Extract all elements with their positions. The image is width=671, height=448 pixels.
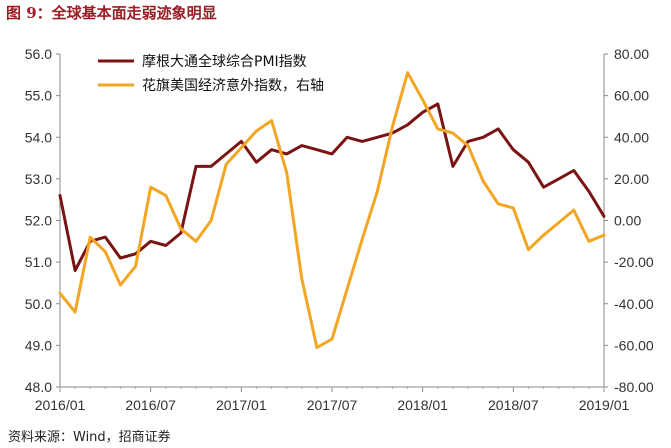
x-tick-label: 2018/07 xyxy=(488,397,539,413)
left-tick-label: 50.0 xyxy=(25,296,52,312)
series-line-2 xyxy=(58,71,606,349)
left-tick-label: 51.0 xyxy=(25,254,52,270)
legend-label-1: 摩根大通全球综合PMI指数 xyxy=(142,53,307,70)
right-tick-label: 20.00 xyxy=(614,171,649,187)
left-tick-label: 55.0 xyxy=(25,88,52,104)
axes: 48.0 49.0 50.0 51.0 52.0 53.0 54.0 55.0 56.0 -80.… xyxy=(25,46,654,413)
chart-title: 图 9：全球基本面走弱迹象明显 xyxy=(6,4,217,22)
x-tick-label: 2019/01 xyxy=(579,397,630,413)
right-tick-label: -20.00 xyxy=(614,254,654,270)
right-tick-label: -80.00 xyxy=(614,379,654,395)
left-tick-label: 52.0 xyxy=(25,213,52,229)
series-line-1 xyxy=(58,102,606,272)
x-tick-label: 2018/01 xyxy=(397,397,448,413)
x-tick-label: 2017/01 xyxy=(216,397,267,413)
source-note: 资料来源：Wind，招商证券 xyxy=(8,430,171,445)
right-tick-label: 40.00 xyxy=(614,129,649,145)
series-lines xyxy=(58,71,606,349)
right-tick-label: 0.00 xyxy=(614,213,641,229)
right-tick-label: 60.00 xyxy=(614,88,649,104)
left-tick-label: 49.0 xyxy=(25,337,52,353)
x-tick-label: 2016/07 xyxy=(125,397,176,413)
left-tick-label: 56.0 xyxy=(25,46,52,62)
left-tick-label: 53.0 xyxy=(25,171,52,187)
x-tick-label: 2017/07 xyxy=(307,397,358,413)
left-tick-label: 54.0 xyxy=(25,129,52,145)
right-tick-label: -60.00 xyxy=(614,337,654,353)
right-tick-label: -40.00 xyxy=(614,296,654,312)
x-tick-label: 2016/01 xyxy=(35,397,86,413)
left-tick-label: 48.0 xyxy=(25,379,52,395)
legend-label-2: 花旗美国经济意外指数，右轴 xyxy=(142,77,324,94)
right-tick-label: 80.00 xyxy=(614,46,649,62)
